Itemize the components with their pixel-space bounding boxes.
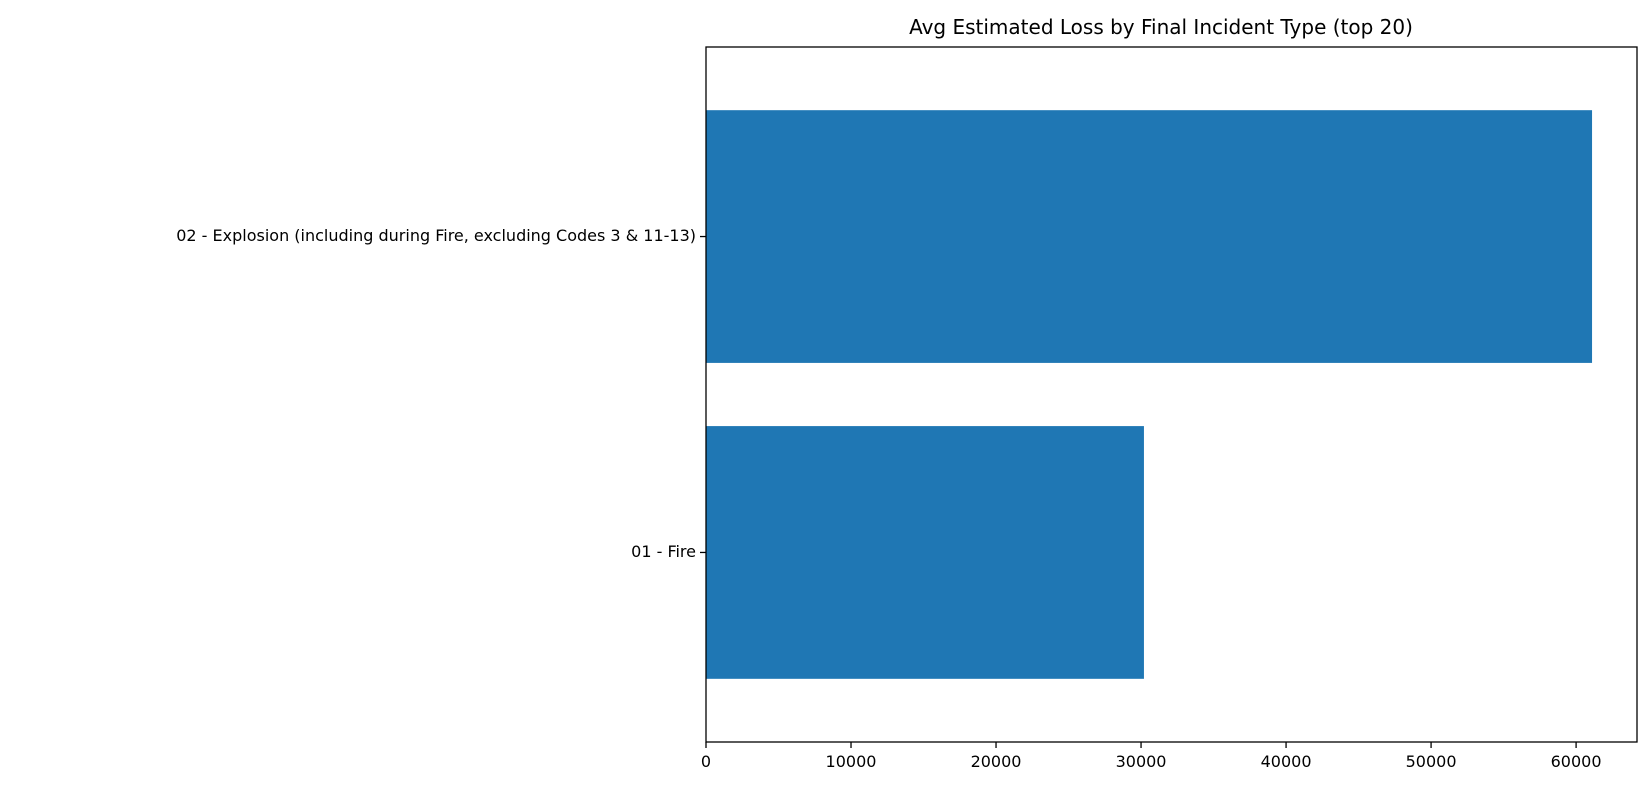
plot-frame	[705, 46, 1638, 743]
axes-layer	[705, 46, 1638, 743]
bars-layer	[706, 110, 1593, 679]
y-ticks-layer: 02 - Explosion (including during Fire, e…	[176, 226, 706, 561]
x-ticks-layer: 0 10000 20000 30000 40000 50000 60000	[701, 742, 1602, 771]
x-tick-label: 30000	[1116, 752, 1167, 771]
x-tick-label: 20000	[971, 752, 1022, 771]
chart-title: Avg Estimated Loss by Final Incident Typ…	[909, 15, 1413, 39]
y-tick-label: 02 - Explosion (including during Fire, e…	[176, 226, 696, 245]
x-tick-label: 50000	[1406, 752, 1457, 771]
x-tick-label: 0	[701, 752, 711, 771]
x-tick-label: 60000	[1551, 752, 1602, 771]
bar-1	[706, 110, 1593, 363]
y-tick-label: 01 - Fire	[631, 542, 696, 561]
x-tick-label: 40000	[1261, 752, 1312, 771]
bar-2	[706, 426, 1144, 679]
x-tick-label: 10000	[826, 752, 877, 771]
